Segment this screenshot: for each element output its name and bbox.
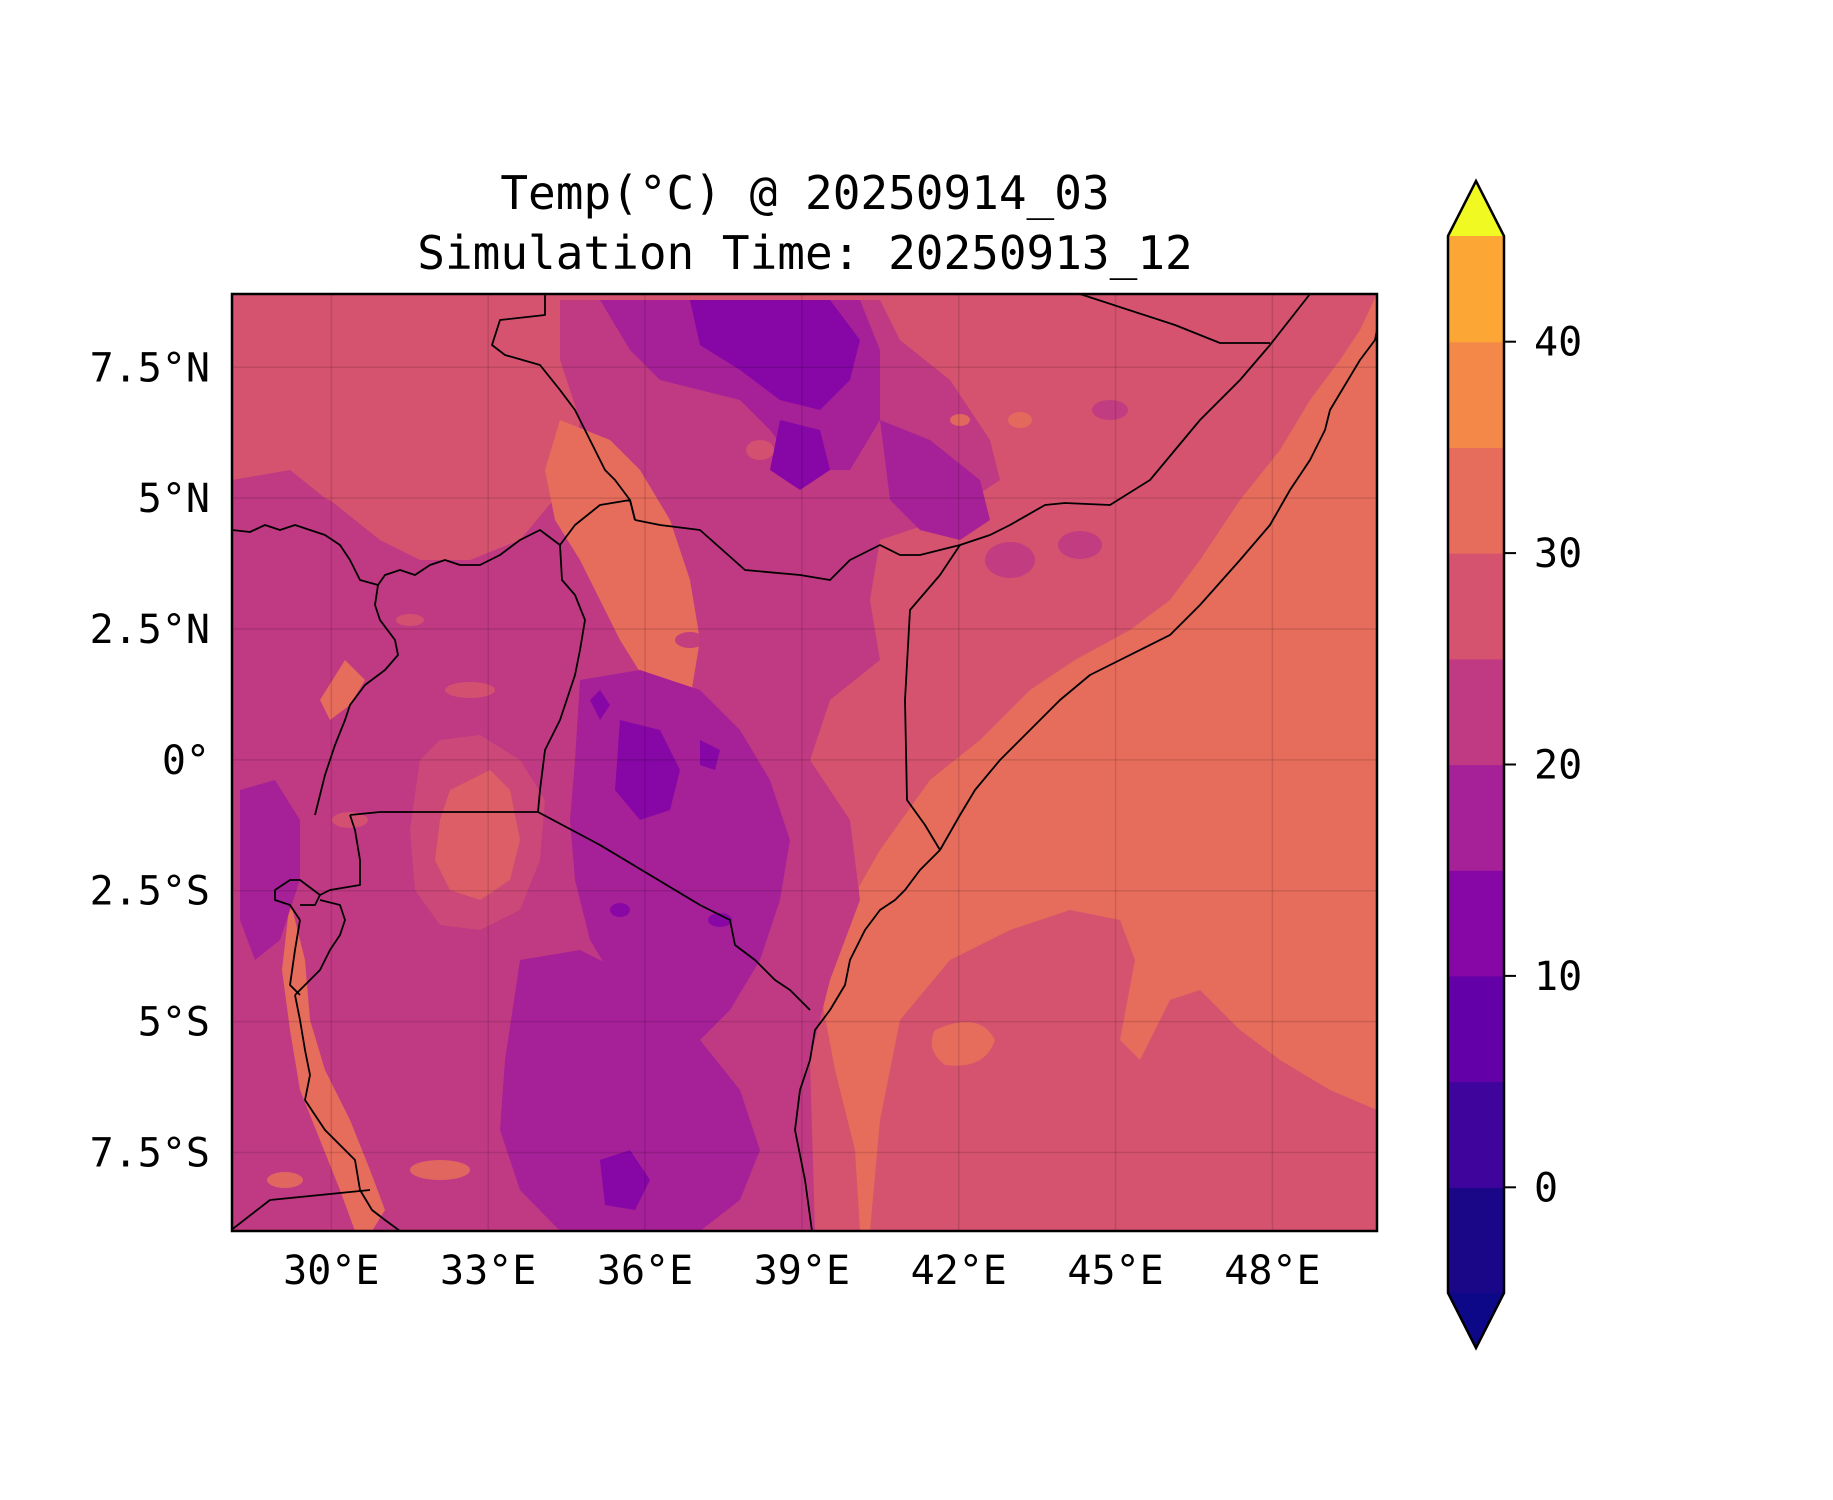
country-borders <box>232 294 1377 1231</box>
x-tick-label: 30°E <box>283 1248 379 1294</box>
colorbar <box>1446 178 1506 1351</box>
title-line-1: Temp(°C) @ 20250914_03 <box>500 166 1110 220</box>
band-5-10-ethiopia-south <box>770 420 830 490</box>
colorbar-tick-label: 10 <box>1534 954 1582 1000</box>
y-tick-label: 7.5°S <box>90 1130 210 1176</box>
temperature-field <box>232 294 1377 1231</box>
colorbar-under-extension <box>1448 1293 1504 1348</box>
band-10-15-west <box>240 780 300 960</box>
y-tick-label: 7.5°N <box>90 345 210 391</box>
band-25-30-turkana <box>545 420 700 710</box>
band-5-10-kenya <box>615 720 680 820</box>
title-line-2: Simulation Time: 20250913_12 <box>417 226 1193 280</box>
colorbar-ticks: 0 10 20 30 40 <box>1504 320 1582 1211</box>
colorbar-band <box>1448 658 1504 766</box>
colorbar-band <box>1448 764 1504 871</box>
x-tick-label: 48°E <box>1224 1248 1320 1294</box>
band-20-25-lake-victoria-rim <box>410 735 545 930</box>
x-tick-label: 42°E <box>911 1248 1007 1294</box>
band-5-10-kenya-center <box>700 740 720 770</box>
colorbar-outline <box>1446 178 1506 1351</box>
colorbar-band <box>1448 553 1504 660</box>
colorbar-band <box>1448 236 1504 343</box>
band-25-30-tanganyika <box>282 900 385 1231</box>
x-axis-ticks: 30°E 33°E 36°E 39°E 42°E 45°E 48°E <box>283 1248 1320 1294</box>
colorbar-band <box>1448 1187 1504 1294</box>
colorbar-band <box>1448 975 1504 1083</box>
band-5-10-ethiopian-highlands <box>690 300 860 410</box>
colorbar-over-extension <box>1448 181 1504 236</box>
x-tick-label: 45°E <box>1067 1248 1163 1294</box>
band-20-25-ocean-tongue <box>870 910 1377 1231</box>
y-axis-ticks: 7.5°N 5°N 2.5°N 0° 2.5°S 5°S 7.5°S <box>90 345 210 1176</box>
y-tick-label: 0° <box>162 738 210 784</box>
colorbar-band <box>1448 341 1504 448</box>
x-tick-label: 33°E <box>440 1248 536 1294</box>
y-tick-label: 2.5°N <box>90 607 210 653</box>
y-tick-label: 2.5°S <box>90 869 210 915</box>
band-20-25-patch <box>931 1022 995 1066</box>
colorbar-band <box>1448 870 1504 977</box>
band-25-30-albert <box>320 660 365 720</box>
colorbar-tick-label: 0 <box>1534 1165 1558 1211</box>
colorbar-tick-label: 30 <box>1534 531 1582 577</box>
y-tick-label: 5°N <box>138 476 210 522</box>
map-frame <box>230 292 1379 1233</box>
colorbar-band <box>1448 1081 1504 1188</box>
band-5-10-elgon <box>590 690 610 720</box>
band-15-20-west <box>232 470 380 780</box>
y-tick-label: 5°S <box>138 1000 210 1046</box>
colorbar-tick-label: 40 <box>1534 320 1582 366</box>
texture-speckles <box>267 400 1128 1188</box>
band-10-15-ethiopia-east <box>880 420 990 540</box>
band-10-15-tanzania <box>500 950 760 1231</box>
colorbar-tick-label: 20 <box>1534 743 1582 789</box>
band-5-10-tanzania <box>600 1150 650 1210</box>
colorbar-band <box>1448 447 1504 554</box>
map-title: Temp(°C) @ 20250914_03 Simulation Time: … <box>230 163 1380 283</box>
x-tick-label: 36°E <box>597 1248 693 1294</box>
x-tick-label: 39°E <box>754 1248 850 1294</box>
graticule <box>232 294 1377 1231</box>
